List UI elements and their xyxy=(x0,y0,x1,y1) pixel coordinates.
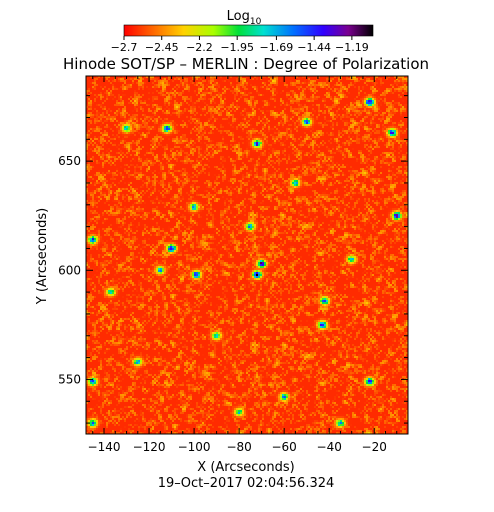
polarization-map xyxy=(86,76,408,434)
x-axis: −140 −120 −100 −80 −60 −40 −20 xyxy=(88,76,409,454)
colorbar-ticks: −2.7 −2.45 −2.2 −1.95 −1.69 −1.44 −1.19 xyxy=(111,36,369,54)
observation-timestamp: 19–Oct–2017 02:04:56.324 xyxy=(158,476,335,491)
colorbar-gradient xyxy=(123,24,374,37)
x-tick-label: −120 xyxy=(133,440,166,454)
colorbar-label: Log10 xyxy=(227,9,262,27)
x-axis-label: X (Arcseconds) xyxy=(197,460,294,475)
colorbar-tick-label: −1.19 xyxy=(335,41,369,54)
plot-area: −140 −120 −100 −80 −60 −40 −20 550 600 650 xyxy=(58,75,409,454)
colorbar-tick-label: −1.95 xyxy=(220,41,254,54)
y-tick-label: 650 xyxy=(58,154,81,168)
y-axis-label: Y (Arcseconds) xyxy=(35,208,50,305)
x-tick-label: −60 xyxy=(271,440,296,454)
colorbar: Log10 −2.7 −2.45 −2.2 −1.95 −1.69 −1.44 −1.19 xyxy=(111,9,374,54)
y-tick-label: 550 xyxy=(58,372,81,386)
x-tick-label: −40 xyxy=(317,440,342,454)
plot-frame xyxy=(85,75,409,435)
chart-title: Hinode SOT/SP – MERLIN : Degree of Polar… xyxy=(63,55,429,73)
x-tick-label: −100 xyxy=(178,440,211,454)
y-axis: 550 600 650 xyxy=(58,95,408,424)
colorbar-tick-label: −2.7 xyxy=(111,41,138,54)
x-tick-label: −80 xyxy=(226,440,251,454)
colorbar-tick-label: −2.2 xyxy=(186,41,213,54)
colorbar-tick-label: −1.69 xyxy=(260,41,294,54)
y-tick-label: 600 xyxy=(58,263,81,277)
x-tick-label: −140 xyxy=(88,440,121,454)
colorbar-tick-label: −2.45 xyxy=(145,41,179,54)
x-tick-label: −20 xyxy=(362,440,387,454)
colorbar-tick-label: −1.44 xyxy=(297,41,331,54)
